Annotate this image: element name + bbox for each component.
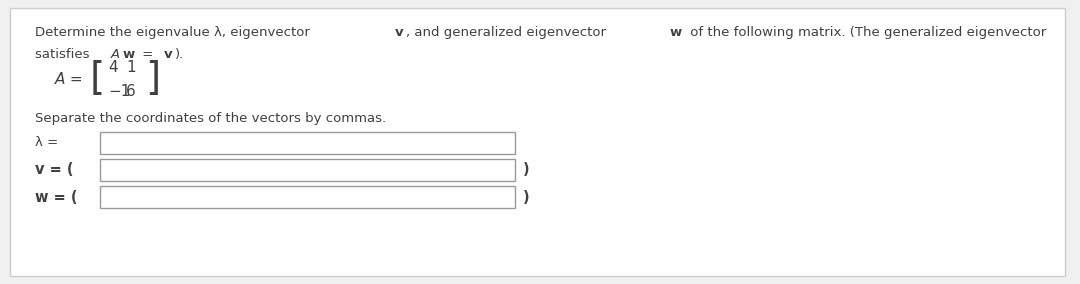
Text: ): ) — [523, 162, 529, 178]
Text: w = (: w = ( — [35, 189, 78, 204]
Text: v = (: v = ( — [35, 162, 73, 178]
Text: −1: −1 — [108, 83, 131, 99]
Text: 4: 4 — [108, 60, 118, 74]
Text: ).: ). — [175, 48, 184, 61]
Text: w: w — [670, 26, 683, 39]
Text: v: v — [163, 48, 172, 61]
Text: 1: 1 — [126, 60, 136, 74]
Text: A: A — [111, 48, 120, 61]
Text: 6: 6 — [126, 83, 136, 99]
Text: satisfies: satisfies — [35, 48, 94, 61]
Text: λ =: λ = — [35, 137, 58, 149]
Text: , and generalized eigenvector: , and generalized eigenvector — [406, 26, 610, 39]
Text: Separate the coordinates of the vectors by commas.: Separate the coordinates of the vectors … — [35, 112, 387, 125]
Text: of the following matrix. (The generalized eigenvector: of the following matrix. (The generalize… — [686, 26, 1045, 39]
Text: ]: ] — [145, 60, 160, 98]
Text: v: v — [395, 26, 404, 39]
Text: w: w — [123, 48, 135, 61]
FancyBboxPatch shape — [100, 159, 515, 181]
Text: Determine the eigenvalue λ, eigenvector: Determine the eigenvalue λ, eigenvector — [35, 26, 314, 39]
FancyBboxPatch shape — [100, 132, 515, 154]
Text: =: = — [138, 48, 158, 61]
FancyBboxPatch shape — [10, 8, 1065, 276]
FancyBboxPatch shape — [100, 186, 515, 208]
Text: [: [ — [90, 60, 105, 98]
Text: A: A — [55, 72, 66, 87]
Text: ): ) — [523, 189, 529, 204]
Text: =: = — [65, 72, 83, 87]
